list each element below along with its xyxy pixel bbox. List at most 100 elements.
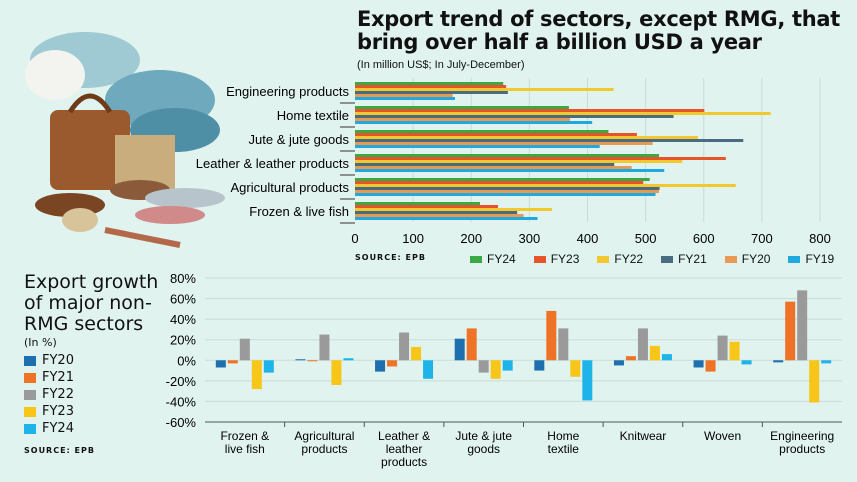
bar-fy23 — [490, 360, 501, 379]
bar-fy21 — [307, 360, 318, 362]
y-tick-label: 80% — [170, 271, 196, 286]
bar-fy20 — [355, 118, 571, 121]
bar-fy22 — [355, 160, 683, 163]
bar-fy24 — [355, 178, 650, 181]
x-tick-label: 500 — [635, 231, 657, 246]
bar-fy23 — [411, 346, 422, 361]
bar-fy22 — [637, 328, 648, 361]
y-tick-label: 60% — [170, 292, 196, 307]
bar-fy20 — [355, 214, 524, 217]
y-tick-label: -60% — [166, 415, 197, 430]
legend-item: FY21 — [24, 369, 74, 386]
bar-fy24 — [355, 202, 480, 205]
category-label-line: products — [779, 442, 825, 456]
bar-fy22 — [355, 88, 614, 91]
bar-fy24 — [582, 360, 593, 401]
bar-fy21 — [625, 356, 636, 361]
bar-fy22 — [355, 184, 736, 187]
category-label-line: leather — [386, 442, 423, 456]
source-note: SOURCE: EPB — [355, 253, 426, 262]
y-tick-label: -20% — [166, 374, 197, 389]
product-collage-illustration — [25, 32, 225, 248]
legend-swatch — [24, 423, 36, 434]
bar-fy24 — [661, 354, 672, 361]
bar-fy19 — [355, 193, 656, 196]
bar-fy24 — [821, 360, 832, 364]
y-tick-label: -40% — [166, 394, 197, 409]
category-label-line: Frozen & — [220, 429, 269, 443]
legend-swatch — [661, 255, 674, 263]
legend-item: FY23 — [533, 252, 579, 266]
legend-item: FY22 — [597, 252, 643, 266]
chart-title: Export growth of major non-RMG sectors — [24, 271, 159, 335]
legend-swatch — [24, 406, 36, 417]
category-label: Engineering products — [770, 429, 834, 456]
legend-swatch — [470, 255, 482, 263]
x-tick-label: 100 — [402, 231, 424, 246]
bar-fy24 — [355, 154, 659, 157]
bar-fy24 — [741, 360, 752, 365]
category-label-line: products — [381, 455, 427, 469]
legend-item: FY23 — [24, 403, 74, 420]
chart-title: Export trend of sectors, except RMG, tha… — [357, 7, 841, 54]
legend-label: FY24 — [42, 421, 74, 436]
bar-fy24 — [263, 360, 274, 373]
bar-fy20 — [613, 360, 624, 366]
bar-fy22 — [355, 208, 553, 211]
bar-fy23 — [251, 360, 262, 390]
bar-fy20 — [355, 94, 453, 97]
category-label-line: textile — [548, 442, 580, 456]
bar-fy20 — [355, 142, 653, 145]
bar-fy21 — [546, 310, 557, 361]
bar-fy20 — [355, 190, 659, 193]
legend-item: FY21 — [661, 252, 707, 266]
legend-label: FY22 — [42, 387, 74, 402]
category-label: Engineering products — [226, 84, 349, 99]
bar-fy19 — [355, 97, 455, 100]
bar-fy20 — [773, 360, 784, 363]
category-label: Home textile — [547, 429, 579, 456]
bar-fy21 — [355, 91, 508, 94]
bar-fy21 — [705, 360, 716, 372]
x-tick-label: 200 — [460, 231, 482, 246]
bar-fy21 — [355, 211, 518, 214]
bar-fy23 — [355, 133, 637, 136]
export-trend-chart: 0 100 200 300 400 500 600 700 800 Engineering pro… — [196, 78, 831, 246]
legend-swatch — [724, 255, 737, 263]
bar-fy19 — [355, 169, 665, 172]
legend-label: FY19 — [805, 252, 835, 266]
bar-fy20 — [215, 360, 226, 368]
category-label: Frozen & live fish — [220, 429, 269, 456]
legend-swatch — [788, 255, 801, 263]
x-tick-label: 400 — [577, 231, 599, 246]
legend-swatch — [24, 372, 36, 383]
category-label-line: Engineering — [770, 429, 834, 443]
bar-fy21 — [466, 328, 477, 361]
bar-fy20 — [295, 359, 306, 361]
category-label-line: goods — [467, 442, 500, 456]
category-label: Agricultural products — [231, 180, 350, 195]
bar-fy23 — [331, 360, 342, 385]
bar-fy20 — [534, 360, 545, 371]
source-note: SOURCE: EPB — [24, 446, 95, 455]
bar-fy20 — [375, 360, 386, 372]
legend-label: FY21 — [42, 370, 74, 385]
bar-fy23 — [729, 341, 740, 361]
bar-fy22 — [355, 112, 771, 115]
bar-fy19 — [355, 145, 600, 148]
y-tick-label: 40% — [170, 312, 196, 327]
legend-label: FY24 — [487, 252, 516, 266]
bar-fy22 — [717, 335, 728, 361]
bar-fy22 — [239, 338, 250, 361]
bar-fy23 — [355, 181, 644, 184]
category-label-line: Knitwear — [620, 429, 667, 443]
bar-fy21 — [227, 360, 238, 364]
bar-fy22 — [319, 334, 330, 361]
category-label-line: Jute & jute — [455, 429, 512, 443]
category-label: Frozen & live fish — [249, 204, 349, 219]
legend-swatch — [597, 255, 610, 263]
bar-fy19 — [355, 121, 593, 124]
bar-fy23 — [355, 85, 507, 88]
legend: FY20 FY21 FY22 FY23 FY24 — [24, 352, 74, 437]
category-label: Jute & jute goods — [249, 132, 350, 147]
